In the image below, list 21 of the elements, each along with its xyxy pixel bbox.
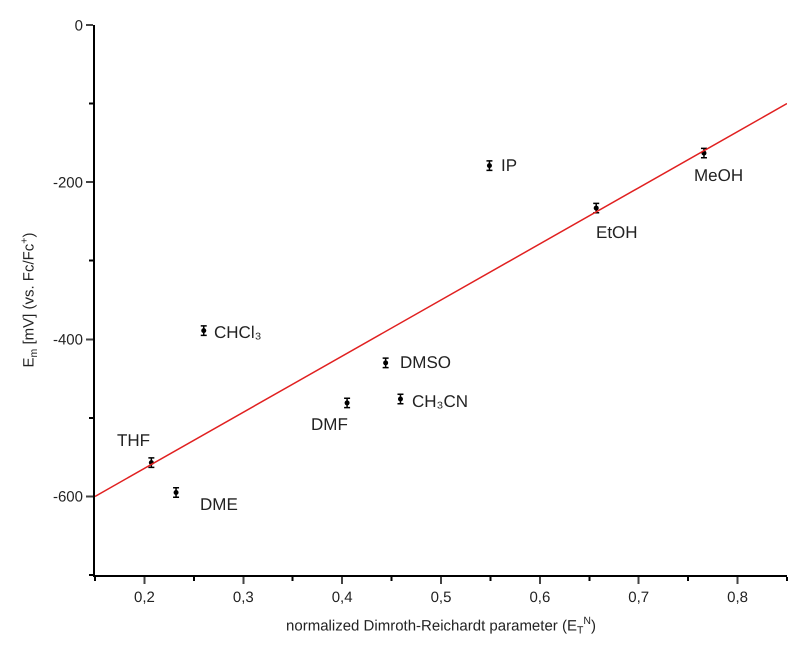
x-tick-label: 0,2 <box>134 589 155 606</box>
x-tick-label: 0,6 <box>529 589 550 606</box>
annotation: CH₃CN <box>412 392 468 411</box>
x-tick-label: 0,5 <box>430 589 452 606</box>
annotation: IP <box>501 156 518 175</box>
x-axis-title: normalized Dimroth-Reichardt parameter (E$_{T}$$^{N}$) <box>286 615 596 637</box>
annotation: CHCl₃ <box>214 323 262 342</box>
x-tick-label: 0,4 <box>332 589 353 606</box>
x-tick-label: 0,3 <box>232 589 254 606</box>
y-tick-label: 0 <box>74 17 83 34</box>
annotation: MeOH <box>694 166 744 185</box>
x-tick-label: 0,7 <box>628 589 650 606</box>
annotation: DMSO <box>400 353 451 372</box>
annotation: THF <box>117 431 150 450</box>
annotation: DMF <box>311 415 348 434</box>
y-tick-label: -400 <box>52 332 83 349</box>
annotation: EtOH <box>596 223 638 242</box>
y-tick-label: -600 <box>52 488 83 506</box>
x-tick-label: 0,8 <box>727 589 748 606</box>
annotation: DME <box>200 495 238 514</box>
y-tick-label: -200 <box>52 174 83 192</box>
